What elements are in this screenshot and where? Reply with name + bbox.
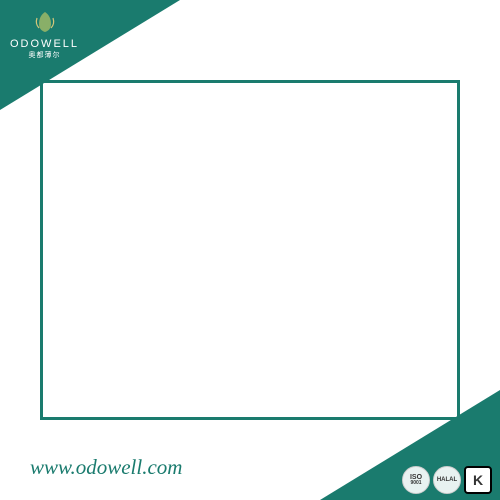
leaf-icon xyxy=(29,8,61,36)
brand-subtitle: 奥都薄尔 xyxy=(10,50,79,60)
kosher-badge: K xyxy=(464,466,492,494)
halal-badge: HALAL xyxy=(433,466,461,494)
content-frame xyxy=(40,80,460,420)
certification-badges: ISO 9001 HALAL K xyxy=(402,466,492,494)
iso-badge: ISO 9001 xyxy=(402,466,430,494)
website-url: www.odowell.com xyxy=(30,455,182,480)
brand-name: ODOWELL xyxy=(10,38,79,50)
brand-logo: ODOWELL 奥都薄尔 xyxy=(10,8,79,60)
